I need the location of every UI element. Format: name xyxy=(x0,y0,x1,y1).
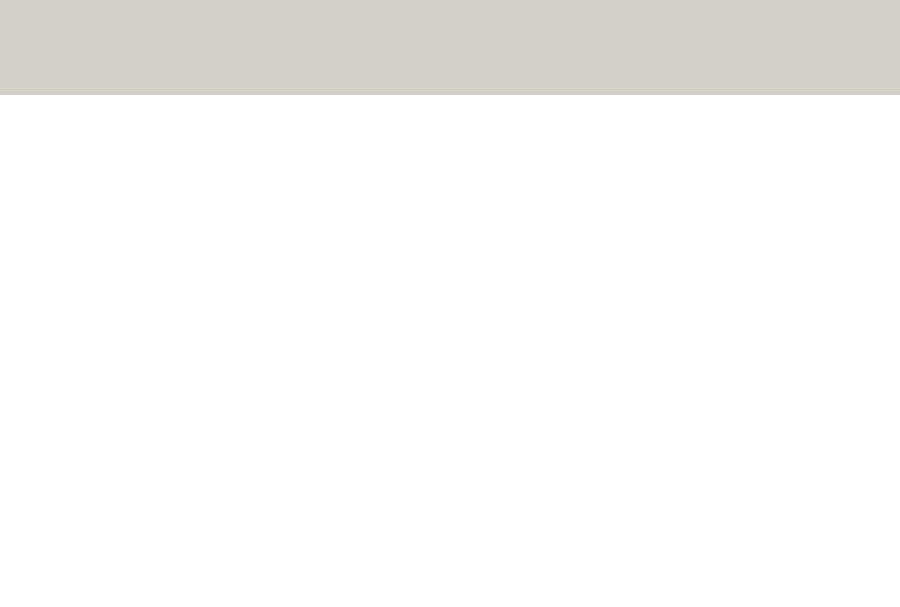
summary-row-ta-zone-1 xyxy=(0,560,900,575)
summary-row-ta-zone-3 xyxy=(0,590,900,605)
field-pxscan-version xyxy=(0,8,900,23)
metadata-panel xyxy=(0,0,900,95)
field-comment xyxy=(0,83,900,98)
summary-panel xyxy=(0,545,900,605)
field-manufacturer-id xyxy=(0,23,900,38)
field-writer-used xyxy=(0,38,900,53)
field-scanned xyxy=(0,68,900,83)
summary-row-beta xyxy=(0,545,900,560)
field-disc-capacity xyxy=(0,53,900,68)
summary-row-ta-zone-2 xyxy=(0,575,900,590)
